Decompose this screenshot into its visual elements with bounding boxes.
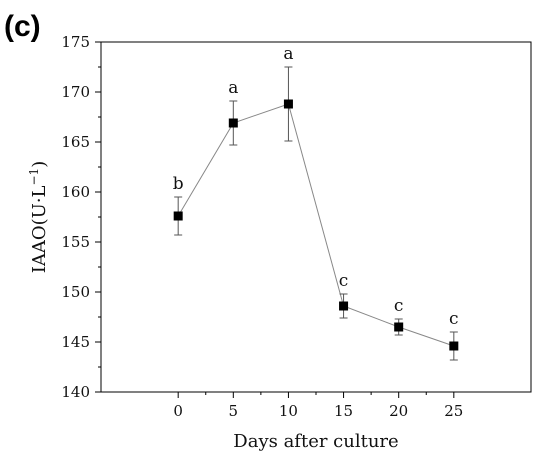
y-tick-label: 140 <box>61 383 90 401</box>
y-tick-label: 175 <box>61 33 90 51</box>
x-tick-label: 10 <box>279 402 298 420</box>
y-axis-title-main: IAAO(U·L <box>29 185 50 273</box>
significance-labels: b a a c c c <box>173 44 459 329</box>
significance-label: c <box>394 296 404 316</box>
x-axis-title: Days after culture <box>233 431 398 452</box>
y-tick-label: 170 <box>61 83 90 101</box>
data-marker <box>449 341 459 351</box>
significance-label: a <box>228 78 238 98</box>
significance-label: a <box>283 44 293 64</box>
data-marker <box>394 322 404 332</box>
y-tick-label: 150 <box>61 283 90 301</box>
plot-area: 0 5 10 15 20 25 140 145 150 155 160 165 170 175 b a a c… <box>61 33 532 420</box>
plot-frame <box>100 41 532 393</box>
data-marker <box>228 118 238 128</box>
panel-label: (c) <box>4 10 41 43</box>
significance-label: c <box>449 309 459 329</box>
x-tick-label: 20 <box>389 402 408 420</box>
data-marker <box>339 301 349 311</box>
data-marker <box>173 211 183 221</box>
series-line <box>177 103 454 347</box>
y-axis-title: IAAO(U·L−1) <box>27 161 50 273</box>
x-axis: 0 5 10 15 20 25 <box>173 392 463 420</box>
x-tick-label: 25 <box>444 402 463 420</box>
significance-label: c <box>339 271 349 291</box>
error-bars <box>174 66 458 361</box>
data-marker <box>283 99 293 109</box>
y-tick-label: 165 <box>61 133 90 151</box>
y-tick-label: 155 <box>61 233 90 251</box>
significance-label: b <box>173 174 184 194</box>
x-tick-label: 0 <box>173 402 183 420</box>
x-tick-label: 15 <box>334 402 353 420</box>
y-tick-label: 160 <box>61 183 90 201</box>
x-tick-label: 5 <box>229 402 239 420</box>
y-tick-label: 145 <box>61 333 90 351</box>
y-axis-title-superscript: −1 <box>27 168 41 186</box>
y-axis-title-close: ) <box>29 161 50 168</box>
y-axis: 140 145 150 155 160 165 170 175 <box>61 33 101 401</box>
data-markers <box>173 99 459 351</box>
